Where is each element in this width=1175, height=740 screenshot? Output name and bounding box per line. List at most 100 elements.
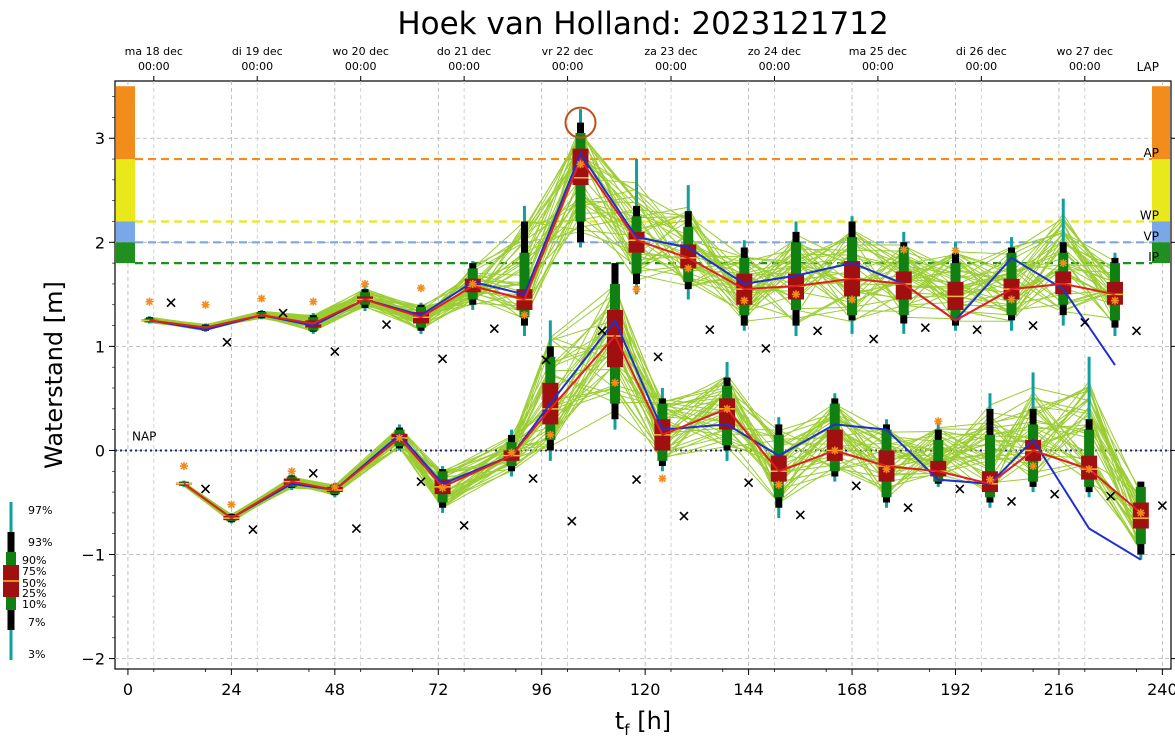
astro-marker xyxy=(705,325,715,335)
observed-marker xyxy=(882,465,891,474)
top-time-label: 00:00 xyxy=(862,60,894,73)
observed-marker xyxy=(1059,259,1068,268)
chart-title: Hoek van Holland: 2023121712 xyxy=(397,6,888,42)
astro-marker xyxy=(416,477,426,487)
top-day-label: za 23 dec xyxy=(644,45,697,58)
astro-marker xyxy=(1006,496,1017,507)
astro-marker xyxy=(330,347,340,357)
astro-marker xyxy=(541,355,551,365)
plot-area: NAP LAP AP WP VP IP xyxy=(114,60,1172,670)
astro-marker xyxy=(567,516,577,526)
box-50 xyxy=(719,398,736,430)
top-day-label: zo 24 dec xyxy=(748,45,801,58)
observed-marker xyxy=(774,480,783,489)
top-day-label: di 19 dec xyxy=(232,45,283,58)
observed-marker xyxy=(287,467,296,476)
y-tick-label: 1 xyxy=(95,337,105,356)
observed-marker xyxy=(1029,462,1038,471)
observed-marker xyxy=(257,294,266,303)
astro-marker xyxy=(761,343,771,354)
observed-marker xyxy=(658,474,667,483)
x-axis: 0 24 48 72 96 120 144 168 192 216 240 xyxy=(123,669,1175,699)
astro-marker xyxy=(1157,501,1167,511)
percentile-legend: 97% 93% 90%75%50%25%10% 7% 3% xyxy=(3,502,52,661)
observed-marker xyxy=(395,433,404,442)
threshold-label: IP xyxy=(1148,250,1159,264)
observed-marker xyxy=(309,297,318,306)
legend-label: 93% xyxy=(28,536,52,549)
observed-marker xyxy=(438,483,447,492)
observed-marker xyxy=(576,160,585,169)
top-time-label: 00:00 xyxy=(1069,60,1101,73)
top-time-label: 00:00 xyxy=(448,60,480,73)
y-tick-label: −1 xyxy=(81,546,105,565)
top-time-label: 00:00 xyxy=(552,60,584,73)
astro-marker xyxy=(795,510,805,520)
astro-marker xyxy=(679,511,689,521)
box-50 xyxy=(826,429,843,461)
astro-marker xyxy=(308,468,318,478)
threshold-band xyxy=(1152,86,1170,160)
observed-marker xyxy=(951,246,960,255)
astro-marker xyxy=(869,334,879,344)
legend-label: 7% xyxy=(28,616,45,629)
astro-marker xyxy=(222,337,232,347)
top-date-axis: ma 18 dec 00:00 di 19 dec 00:00 wo 20 dec 00:… xyxy=(125,45,1113,81)
observed-marker xyxy=(830,446,839,455)
observed-marker xyxy=(934,417,943,426)
astro-marker xyxy=(1080,317,1090,328)
observed-marker xyxy=(723,404,732,413)
observed-marker xyxy=(360,279,369,288)
astro-marker xyxy=(920,323,930,333)
observed-marker xyxy=(507,448,516,457)
observed-marker xyxy=(684,264,693,273)
x-tick-label: 0 xyxy=(123,680,133,699)
astro-marker xyxy=(438,354,448,364)
legend-label: 25% xyxy=(22,587,46,600)
y-tick-label: 0 xyxy=(95,441,105,460)
x-tick-label: 192 xyxy=(940,680,971,699)
legend-label: 90% xyxy=(22,554,46,567)
y-tick-label: 3 xyxy=(95,129,105,148)
threshold-label: WP xyxy=(1140,208,1159,222)
top-time-label: 00:00 xyxy=(241,60,273,73)
observed-marker xyxy=(520,311,529,320)
observed-marker xyxy=(610,378,619,387)
observed-marker xyxy=(632,285,641,294)
legend-label: 3% xyxy=(28,648,45,661)
observed-marker xyxy=(468,279,477,288)
observed-marker xyxy=(1007,295,1016,304)
astro-marker xyxy=(351,523,361,534)
observed-marker xyxy=(330,482,339,491)
threshold-band xyxy=(116,159,135,222)
x-tick-label: 120 xyxy=(630,680,661,699)
threshold-label: VP xyxy=(1144,229,1159,243)
x-tick-label: 72 xyxy=(428,680,448,699)
observed-marker xyxy=(1085,465,1094,474)
astro-marker xyxy=(278,308,288,318)
highlight-circle xyxy=(564,106,597,139)
top-time-label: 00:00 xyxy=(759,60,791,73)
box-50 xyxy=(770,455,787,482)
observed-marker xyxy=(546,430,555,439)
top-time-label: 00:00 xyxy=(138,60,170,73)
median-line-high xyxy=(149,156,1116,329)
x-tick-label: 96 xyxy=(532,680,552,699)
astro-marker xyxy=(1050,489,1060,499)
astro-marker xyxy=(955,484,965,494)
x-tick-label: 216 xyxy=(1044,680,1075,699)
threshold-label: AP xyxy=(1144,146,1159,160)
astro-marker xyxy=(489,324,499,334)
top-day-label: wo 27 dec xyxy=(1057,45,1114,58)
top-day-label: ma 18 dec xyxy=(125,45,183,58)
y-axis: −2 −1 0 1 2 3 xyxy=(81,96,1175,669)
astro-marker xyxy=(1028,321,1038,331)
legend-label: 97% xyxy=(28,504,52,517)
observed-marker xyxy=(899,245,908,254)
legend-label: 10% xyxy=(22,598,46,611)
threshold-band xyxy=(1152,221,1170,243)
observed-marker xyxy=(1110,296,1119,305)
nap-label: NAP xyxy=(132,429,156,443)
y-tick-label: 2 xyxy=(95,233,105,252)
